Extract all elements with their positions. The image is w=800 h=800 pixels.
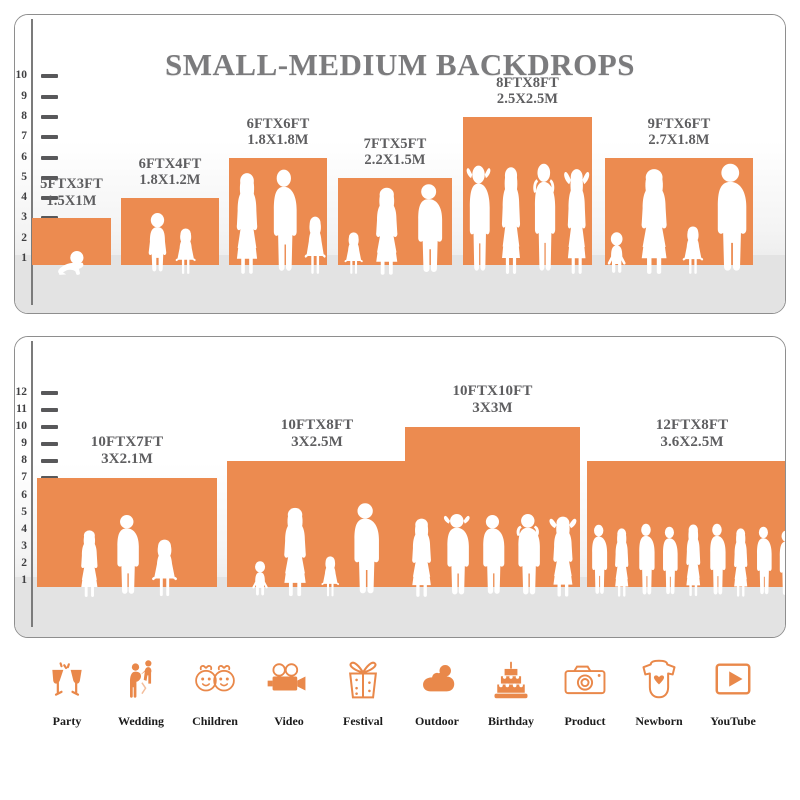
people-silhouettes — [405, 337, 580, 599]
y-tick-label-10: 10 — [15, 420, 28, 433]
usage-item-birthday[interactable]: Birthday — [474, 652, 548, 729]
y-tick-label-6: 6 — [21, 150, 27, 163]
y-tick-label-6: 6 — [21, 488, 27, 501]
bar-label-9ftx6ft: 9FTX6FT 2.7X1.8M — [647, 115, 711, 148]
chart-panel-large: 1 2 3 4 5 6 7 8 9 10 11 12 10FTX7FT 3X2.1M — [14, 336, 786, 638]
usage-item-party[interactable]: Party — [30, 652, 104, 729]
bar-label-10ftx7ft: 10FTX7FT 3X2.1M — [90, 434, 164, 468]
y-tick-label-11: 11 — [16, 403, 27, 415]
champagne-glasses-icon — [45, 652, 89, 706]
y-tick-9 — [41, 442, 58, 447]
y-tick-10 — [41, 74, 58, 79]
y-axis-line — [31, 19, 33, 305]
usage-item-product[interactable]: Product — [548, 652, 622, 729]
y-axis-line — [31, 341, 33, 627]
usage-scenarios-strip: Party Wedding Children — [14, 652, 786, 762]
y-tick-label-2: 2 — [21, 556, 27, 569]
bar-label-6ftx4ft: 6FTX4FT 1.8X1.2M — [138, 156, 202, 189]
bar-label-5ftx3ft: 5FTX3FT 1.5X1M — [40, 176, 103, 209]
usage-label: Wedding — [117, 714, 165, 728]
people-silhouettes — [338, 15, 452, 277]
cloud-icon — [414, 652, 460, 706]
usage-label: Party — [52, 714, 82, 728]
y-tick-label-7: 7 — [21, 130, 27, 143]
people-silhouettes — [605, 15, 753, 277]
usage-label: Outdoor — [414, 714, 459, 728]
people-silhouettes — [229, 15, 327, 277]
people-silhouettes — [32, 15, 111, 277]
y-tick-label-12: 12 — [15, 385, 28, 398]
bar-6ftx4ft — [121, 198, 219, 265]
people-silhouettes — [37, 337, 217, 599]
usage-item-video[interactable]: Video — [252, 652, 326, 729]
usage-label: Children — [192, 714, 238, 728]
bar-label-12ftx8ft: 12FTX8FT 3.6X2.5M — [655, 417, 729, 451]
usage-item-outdoor[interactable]: Outdoor — [400, 652, 474, 729]
people-silhouettes — [227, 337, 407, 599]
y-tick-label-5: 5 — [21, 505, 27, 518]
usage-item-wedding[interactable]: Wedding — [104, 652, 178, 729]
usage-item-newborn[interactable]: Newborn — [622, 652, 696, 729]
bar-label-7ftx5ft: 7FTX5FT 2.2X1.5M — [363, 135, 427, 169]
y-tick-label-8: 8 — [21, 109, 27, 122]
y-tick-label-2: 2 — [21, 231, 27, 244]
page-title: SMALL-MEDIUM BACKDROPS — [165, 47, 635, 82]
birthday-cake-icon — [489, 652, 533, 706]
bride-groom-icon — [119, 652, 163, 706]
y-tick-label-1: 1 — [21, 252, 27, 264]
y-tick-label-4: 4 — [21, 522, 27, 535]
y-tick-8 — [41, 459, 58, 464]
photo-camera-icon — [562, 652, 608, 706]
y-tick-11 — [41, 408, 58, 412]
bar-label-8ftx8ft: 8FTX8FT 2.5X2.5M — [496, 74, 559, 108]
y-tick-9 — [41, 94, 58, 99]
two-kid-faces-icon — [192, 652, 238, 706]
y-tick-label-8: 8 — [21, 454, 27, 467]
ground-strip — [15, 577, 785, 637]
y-tick-label-3: 3 — [21, 539, 27, 552]
y-tick-label-9: 9 — [21, 89, 27, 102]
y-tick-6 — [41, 155, 58, 160]
y-tick-8 — [41, 114, 58, 119]
people-silhouettes — [121, 15, 219, 277]
y-tick-label-3: 3 — [21, 211, 27, 224]
bar-label-10ftx10ft: 10FTX10FT 3X3M — [452, 383, 533, 416]
usage-label: Newborn — [635, 714, 683, 728]
bar-label-6ftx6ft: 6FTX6FT 1.8X1.8M — [246, 115, 310, 148]
y-tick-10 — [41, 425, 58, 430]
y-tick-5 — [41, 175, 58, 180]
usage-item-festival[interactable]: Festival — [326, 652, 400, 729]
people-silhouettes — [463, 15, 592, 277]
usage-label: Product — [564, 714, 606, 728]
bar-label-10ftx8ft: 10FTX8FT 3X2.5M — [280, 417, 354, 451]
y-tick-4 — [41, 196, 58, 201]
y-tick-label-10: 10 — [15, 69, 28, 82]
movie-camera-icon — [266, 652, 312, 706]
y-tick-label-9: 9 — [21, 437, 27, 450]
usage-item-children[interactable]: Children — [178, 652, 252, 729]
y-tick-label-5: 5 — [21, 170, 27, 183]
usage-label: Video — [274, 714, 304, 728]
usage-label: YouTube — [710, 714, 756, 728]
y-tick-label-4: 4 — [21, 191, 27, 204]
gift-box-icon — [342, 652, 384, 706]
chart-panel-small-medium: SMALL-MEDIUM BACKDROPS 1 2 3 4 5 6 7 8 9 10 5FTX3… — [14, 14, 786, 314]
baby-onesie-icon — [638, 652, 680, 706]
y-tick-7 — [41, 135, 58, 140]
people-silhouettes — [587, 337, 785, 599]
y-tick-12 — [41, 390, 58, 395]
usage-label: Birthday — [487, 714, 534, 728]
play-button-icon — [712, 652, 754, 706]
y-tick-label-1: 1 — [21, 574, 27, 586]
usage-label: Festival — [343, 714, 383, 728]
y-tick-label-7: 7 — [21, 471, 27, 484]
usage-item-youtube[interactable]: YouTube — [696, 652, 770, 729]
